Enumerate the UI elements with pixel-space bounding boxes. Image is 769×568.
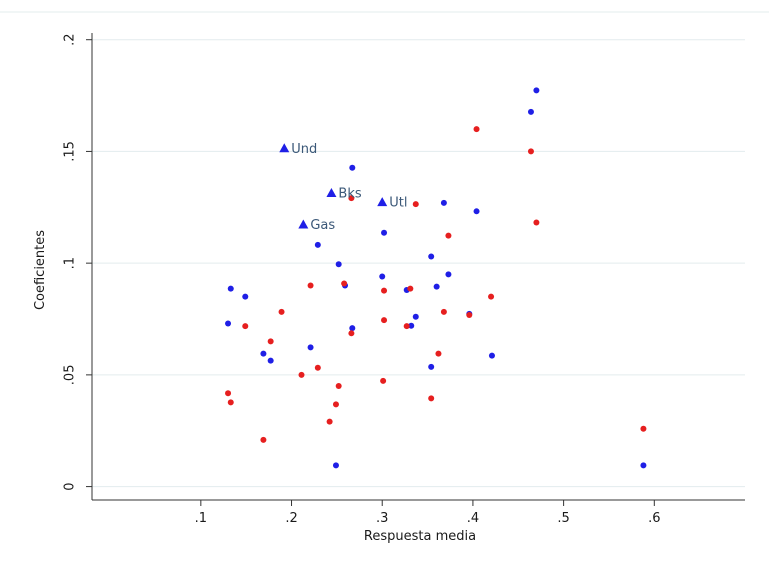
point — [407, 285, 414, 292]
point — [473, 208, 480, 215]
triangle-point — [326, 187, 337, 197]
point — [326, 418, 333, 425]
point — [428, 253, 435, 260]
point — [640, 462, 647, 469]
x-tick-label: .6 — [648, 511, 660, 526]
point — [527, 108, 534, 115]
x-tick-label: .2 — [285, 511, 297, 526]
point — [267, 357, 274, 364]
y-tick-label: .15 — [63, 141, 78, 162]
point — [348, 330, 355, 337]
point — [473, 126, 480, 133]
point — [267, 338, 274, 345]
point — [314, 364, 321, 371]
point — [227, 285, 234, 292]
point-label: Und — [291, 142, 317, 157]
point — [445, 271, 452, 278]
point-label: Bks — [338, 186, 361, 201]
point — [488, 293, 495, 300]
point — [242, 323, 249, 330]
point — [428, 363, 435, 370]
point — [348, 195, 355, 202]
point — [408, 322, 415, 329]
point — [260, 436, 267, 443]
point — [440, 308, 447, 315]
point — [341, 280, 348, 287]
y-tick-label: 0 — [63, 482, 78, 490]
point — [314, 241, 321, 248]
point — [488, 352, 495, 359]
point — [527, 148, 534, 155]
point — [533, 219, 540, 226]
point — [380, 377, 387, 384]
point — [381, 229, 388, 236]
point — [335, 261, 342, 268]
point — [412, 201, 419, 208]
y-tick-label: .2 — [63, 34, 78, 46]
point — [307, 344, 314, 351]
point — [242, 293, 249, 300]
x-tick-label: .3 — [376, 511, 388, 526]
point — [440, 199, 447, 206]
point — [298, 371, 305, 378]
point — [332, 462, 339, 469]
point — [433, 283, 440, 290]
point — [379, 273, 386, 280]
triangle-point — [279, 143, 290, 153]
point — [381, 317, 388, 324]
point — [435, 350, 442, 357]
x-tick-label: .4 — [467, 511, 479, 526]
point — [225, 390, 232, 397]
x-axis-label: Respuesta media — [364, 529, 476, 544]
point — [349, 164, 356, 171]
y-tick-label: .1 — [63, 257, 78, 269]
point — [227, 399, 234, 406]
point — [428, 395, 435, 402]
point — [403, 323, 410, 330]
point — [640, 425, 647, 432]
point — [335, 383, 342, 390]
point-label: Utl — [389, 196, 407, 211]
point — [278, 308, 285, 315]
point — [307, 282, 314, 289]
triangle-point — [298, 219, 309, 229]
point — [533, 87, 540, 94]
point — [412, 313, 419, 320]
point — [445, 232, 452, 239]
point — [260, 350, 267, 357]
point — [381, 287, 388, 294]
point-label: Gas — [310, 218, 335, 233]
point — [349, 325, 356, 332]
x-tick-label: .5 — [557, 511, 569, 526]
point — [225, 320, 232, 327]
y-axis-label: Coeficientes — [33, 230, 48, 310]
x-tick-label: .1 — [195, 511, 207, 526]
triangle-point — [377, 197, 388, 207]
point — [466, 311, 473, 318]
y-tick-label: .05 — [63, 365, 78, 386]
point — [332, 401, 339, 408]
